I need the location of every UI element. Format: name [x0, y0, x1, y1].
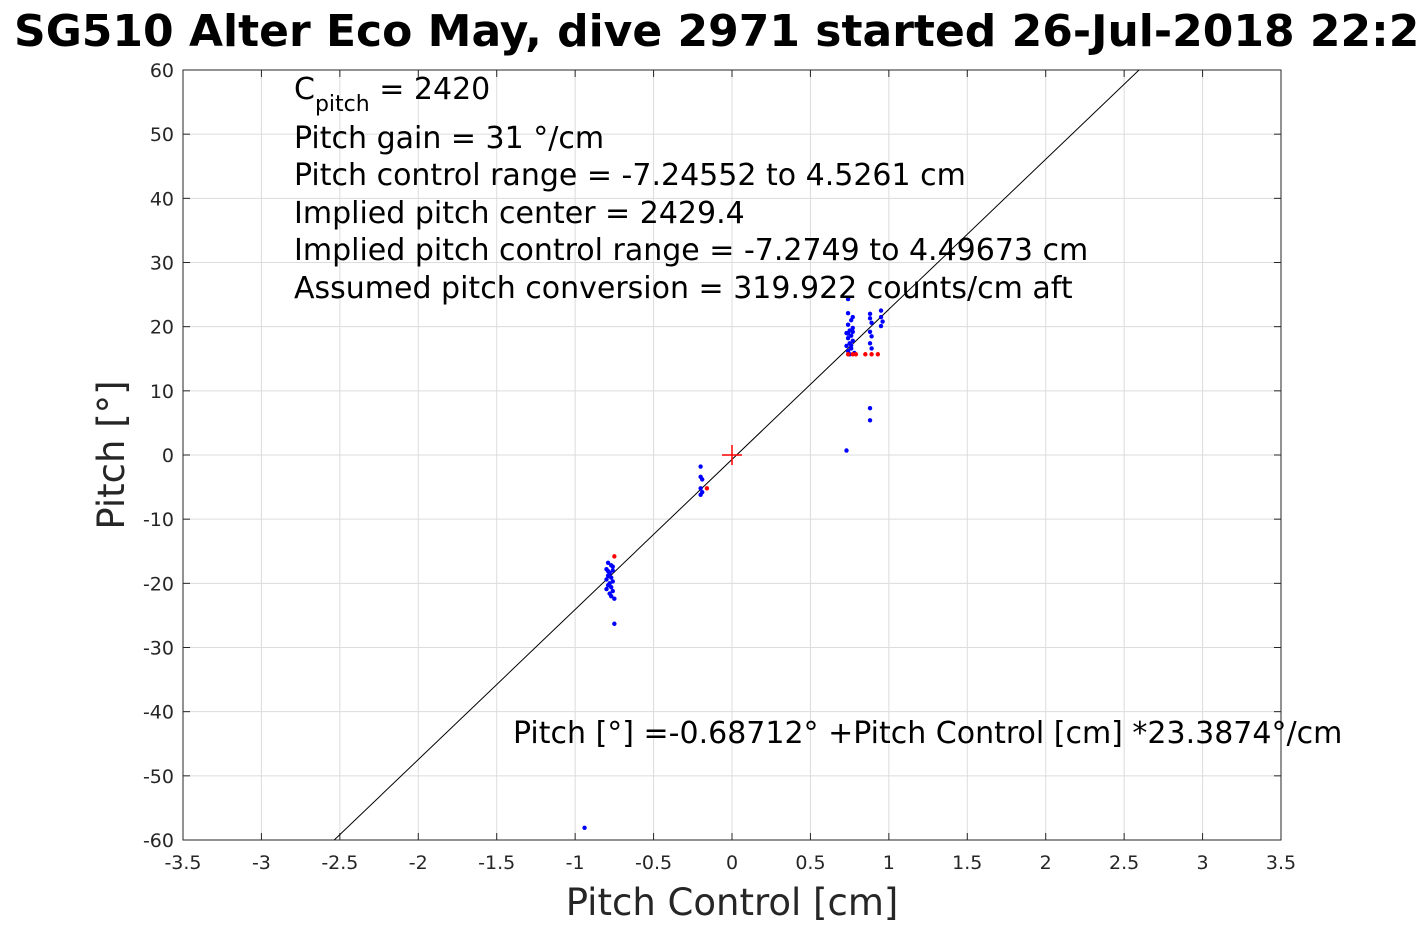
implied-pitch-center-annotation: Implied pitch center = 2429.4	[294, 196, 745, 231]
data-point	[704, 486, 710, 491]
data-point	[844, 343, 849, 349]
data-point	[869, 346, 874, 351]
data-point	[582, 825, 587, 831]
y-tick-label: 60	[150, 60, 174, 82]
data-point	[850, 325, 855, 331]
data-point	[698, 492, 703, 497]
data-point	[698, 486, 703, 491]
x-tick-label: -0.5	[635, 852, 672, 874]
y-tick-label: -30	[143, 638, 174, 660]
x-axis-ticks: -3.5 -3 -2.5 -2 -1.5 -1 -0.5 0 0.5 1 1.5 2 2.5 3 3.5	[164, 70, 1296, 874]
x-tick-label: -3	[252, 852, 271, 874]
x-axis-label: Pitch Control [cm]	[566, 881, 899, 924]
grid-lines	[182, 69, 1282, 841]
data-point	[845, 336, 851, 341]
x-tick-label: 3	[1197, 852, 1209, 874]
data-point	[610, 564, 615, 569]
x-tick-label: -2	[409, 852, 428, 874]
data-point	[869, 320, 874, 326]
x-tick-label: -2.5	[321, 852, 358, 874]
y-tick-label: 0	[162, 445, 174, 467]
x-tick-label: -3.5	[164, 852, 201, 874]
x-tick-label: -1	[566, 852, 585, 874]
data-point	[605, 568, 611, 574]
x-tick-label: 2	[1040, 852, 1052, 874]
data-point	[850, 338, 855, 343]
data-point	[845, 322, 851, 327]
x-tick-label: 0.5	[795, 852, 825, 874]
data-point	[612, 621, 617, 626]
y-tick-label: 20	[150, 317, 174, 339]
data-point	[699, 477, 705, 482]
chart-title: SG510 Alter Eco May, dive 2971 started 2…	[14, 6, 1417, 57]
y-tick-label: 50	[150, 124, 174, 146]
data-point	[867, 311, 873, 317]
y-tick-label: -10	[143, 509, 174, 531]
data-point	[610, 568, 615, 573]
fit-equation-annotation: Pitch [°] =-0.68712° +Pitch Control [cm]…	[513, 716, 1342, 751]
y-tick-label: 10	[150, 381, 174, 403]
x-tick-label: 3.5	[1266, 852, 1296, 874]
x-tick-label: 0	[726, 852, 738, 874]
y-tick-label: -60	[143, 830, 174, 852]
y-tick-label: 30	[150, 253, 174, 275]
data-point	[845, 296, 851, 302]
data-point	[878, 314, 884, 320]
x-tick-label: 1	[883, 852, 895, 874]
y-tick-label: -20	[143, 573, 174, 595]
data-point	[845, 352, 851, 357]
y-tick-label: 40	[150, 188, 174, 210]
data-point	[867, 405, 873, 411]
x-tick-label: 2.5	[1109, 852, 1139, 874]
data-point	[867, 418, 873, 423]
data-point	[863, 352, 868, 357]
data-point	[604, 586, 609, 592]
data-point	[880, 319, 885, 324]
data-point	[605, 560, 611, 565]
data-point	[869, 334, 874, 339]
pitch-gain-annotation: Pitch gain = 31 °/cm	[294, 121, 604, 156]
y-tick-label: -40	[143, 702, 174, 724]
data-points	[582, 296, 885, 831]
data-point	[869, 352, 874, 357]
data-point	[867, 341, 873, 346]
data-point	[604, 577, 609, 582]
x-tick-label: -1.5	[478, 852, 515, 874]
data-point	[849, 343, 854, 348]
data-point	[867, 329, 873, 334]
data-point	[609, 575, 614, 580]
y-axis-label: Pitch [°]	[90, 380, 133, 529]
data-point	[845, 310, 851, 316]
data-point	[849, 318, 854, 323]
data-point	[850, 352, 855, 357]
data-point	[849, 346, 854, 351]
implied-pitch-control-range-annotation: Implied pitch control range = -7.2749 to…	[294, 233, 1088, 268]
data-point	[853, 352, 859, 357]
c-pitch-annotation: Cpitch = 2420	[294, 72, 490, 117]
x-tick-label: 1.5	[952, 852, 982, 874]
data-point	[850, 329, 855, 334]
center-marker	[722, 445, 742, 465]
data-point	[610, 588, 615, 594]
data-point	[612, 554, 617, 559]
data-point	[844, 448, 849, 453]
data-point	[867, 316, 873, 321]
pitch-control-range-annotation: Pitch control range = -7.24552 to 4.5261…	[294, 158, 966, 193]
assumed-pitch-conversion-annotation: Assumed pitch conversion = 319.922 count…	[294, 271, 1073, 306]
data-point	[612, 596, 617, 601]
data-point	[878, 323, 884, 329]
data-point	[698, 464, 703, 469]
y-tick-label: -50	[143, 766, 174, 788]
data-point	[875, 352, 881, 357]
data-point	[845, 331, 851, 336]
y-axis-ticks: -60 -50 -40 -30 -20 -10 0 10 20 30 40 50 60	[143, 60, 1281, 852]
plot-area	[182, 69, 1282, 841]
data-point	[609, 584, 614, 590]
data-point	[878, 308, 884, 313]
data-point	[609, 593, 614, 599]
